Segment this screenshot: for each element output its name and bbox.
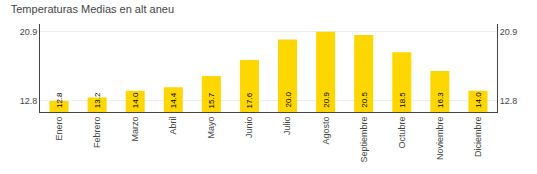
svg-text:14.0: 14.0 (131, 92, 140, 108)
svg-text:16.3: 16.3 (436, 92, 445, 108)
svg-text:Noviembre: Noviembre (435, 117, 445, 161)
svg-text:Junio: Junio (244, 117, 254, 139)
svg-text:Marzo: Marzo (130, 117, 140, 142)
svg-text:14.0: 14.0 (474, 92, 483, 108)
svg-text:14.4: 14.4 (169, 92, 178, 108)
svg-text:13.2: 13.2 (93, 92, 102, 108)
svg-text:Enero: Enero (54, 117, 64, 141)
svg-text:20.9: 20.9 (500, 27, 518, 37)
svg-text:Diciembre: Diciembre (473, 117, 483, 158)
svg-text:Abril: Abril (168, 117, 178, 135)
svg-text:Octubre: Octubre (397, 117, 407, 149)
svg-text:20.0: 20.0 (284, 91, 293, 107)
svg-text:Julio: Julio (282, 117, 292, 136)
svg-text:Agosto: Agosto (321, 117, 331, 145)
svg-text:20.9: 20.9 (322, 92, 331, 108)
svg-text:Temperaturas Medias en alt ane: Temperaturas Medias en alt aneu (11, 3, 174, 15)
svg-text:18.5: 18.5 (398, 92, 407, 108)
svg-text:17.6: 17.6 (245, 92, 254, 108)
svg-text:Mayo: Mayo (206, 117, 216, 139)
svg-text:12.8: 12.8 (20, 96, 38, 106)
svg-text:15.7: 15.7 (207, 92, 216, 108)
svg-text:12.8: 12.8 (55, 92, 64, 108)
svg-text:Septiembre: Septiembre (359, 117, 369, 163)
svg-text:20.9: 20.9 (20, 27, 38, 37)
svg-text:20.5: 20.5 (360, 92, 369, 108)
svg-text:12.8: 12.8 (500, 96, 518, 106)
svg-text:Febrero: Febrero (92, 117, 102, 149)
